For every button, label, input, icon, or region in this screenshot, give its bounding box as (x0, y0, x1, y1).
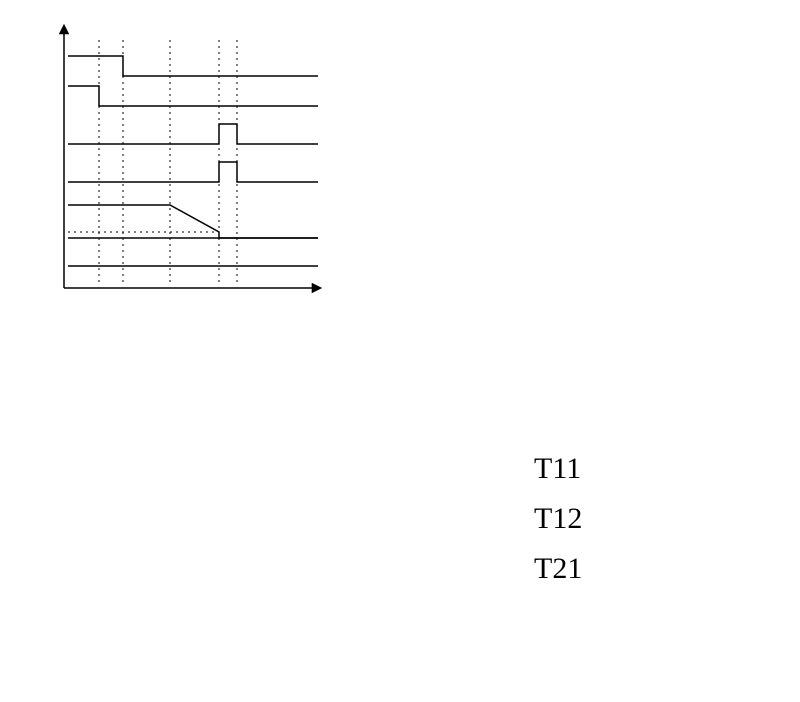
signal-1 (68, 56, 318, 76)
signal-3 (68, 124, 318, 144)
label-t21: T21 (534, 552, 582, 586)
signal-4 (68, 162, 318, 182)
label-t12: T12 (534, 502, 582, 536)
signal-5 (68, 205, 318, 238)
timing-diagram (0, 0, 800, 702)
label-t11: T11 (534, 452, 581, 486)
signal-2 (68, 86, 318, 106)
